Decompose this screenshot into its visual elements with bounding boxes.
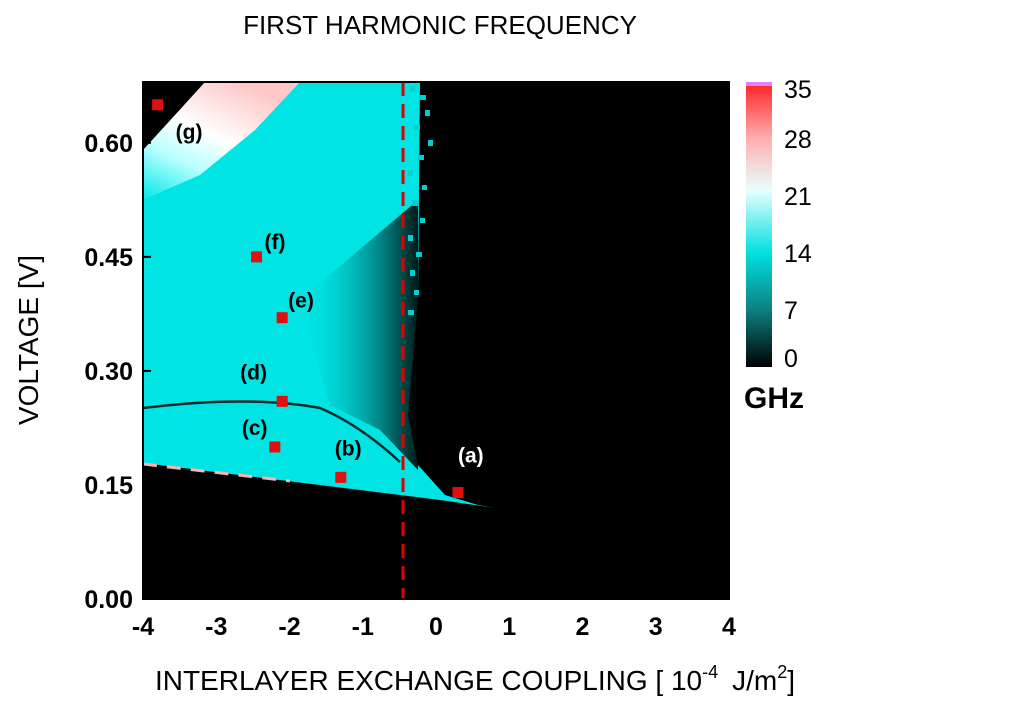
colorbar-tick-label: 35	[784, 76, 812, 104]
y-axis: 0.00 0.15 0.30 0.45 0.60	[84, 130, 151, 614]
x-tick-label: 1	[502, 613, 516, 641]
colorbar-tick-label: 28	[784, 126, 812, 154]
chart-title: FIRST HARMONIC FREQUENCY	[243, 10, 637, 40]
x-axis-label-main: INTERLAYER EXCHANGE COUPLING [ 10	[155, 665, 702, 696]
transition-band	[300, 200, 418, 470]
x-tick-label: 2	[576, 613, 590, 641]
high-frequency-corner	[143, 82, 300, 200]
lower-black-region	[143, 463, 495, 599]
y-tick-label: 0.00	[84, 586, 133, 614]
data-point-marker	[276, 395, 288, 407]
colorbar-tick-label: 14	[784, 240, 812, 268]
colorbar-tick-label: 21	[784, 183, 812, 211]
data-point-label: (d)	[240, 361, 267, 384]
x-axis-label: INTERLAYER EXCHANGE COUPLING [ 10-4 J/m2]	[155, 662, 795, 696]
colorbar-tick-label: 0	[784, 345, 798, 373]
x-axis-label-unit-exponent: 2	[777, 662, 787, 682]
data-point-marker	[152, 99, 164, 111]
data-point-marker	[335, 471, 347, 483]
data-point-label: (a)	[458, 445, 484, 468]
y-tick-label: 0.45	[84, 244, 133, 272]
colorbar-top-cap	[746, 82, 772, 86]
colorbar-ticks: 0 7 14 21 28 35	[784, 76, 812, 373]
x-tick-label: 3	[649, 613, 663, 641]
x-axis-label-exponent: -4	[702, 662, 718, 682]
x-tick-label: 4	[722, 613, 736, 641]
data-point-marker	[276, 312, 288, 324]
data-point-label: (g)	[176, 121, 203, 144]
colorbar-unit: GHz	[744, 382, 804, 415]
x-tick-label: -3	[205, 613, 227, 641]
x-tick-label: 0	[429, 613, 443, 641]
y-tick-label: 0.60	[84, 130, 133, 158]
x-axis-label-unit: J/m	[732, 665, 777, 696]
lower-boundary-edge	[143, 462, 291, 483]
colorbar	[746, 82, 772, 367]
data-point-label: (f)	[265, 231, 286, 254]
data-point-label: (b)	[335, 437, 362, 460]
speckle-region	[408, 86, 433, 315]
data-point-label: (c)	[242, 417, 268, 440]
x-tick-label: -4	[132, 613, 154, 641]
data-point-marker	[251, 251, 263, 263]
data-points: (a) (b) (c) (d) (e) (f) (g)	[152, 99, 484, 499]
colorbar-tick-label: 7	[784, 297, 798, 325]
x-axis-label-bracket: ]	[787, 665, 795, 696]
x-axis: -4 -3 -2 -1 0 1 2 3 4	[132, 591, 736, 641]
y-tick-label: 0.30	[84, 358, 133, 386]
y-tick-label: 0.15	[84, 472, 133, 500]
x-tick-label: -2	[278, 613, 300, 641]
x-tick-label: -1	[352, 613, 374, 641]
y-axis-label: VOLTAGE [V]	[13, 255, 44, 425]
data-point-label: (e)	[288, 290, 314, 313]
heatmap-field	[143, 82, 729, 599]
branch-separator	[143, 400, 401, 463]
data-point-marker	[452, 487, 464, 499]
data-point-marker	[269, 441, 281, 453]
black-corner	[143, 82, 205, 150]
